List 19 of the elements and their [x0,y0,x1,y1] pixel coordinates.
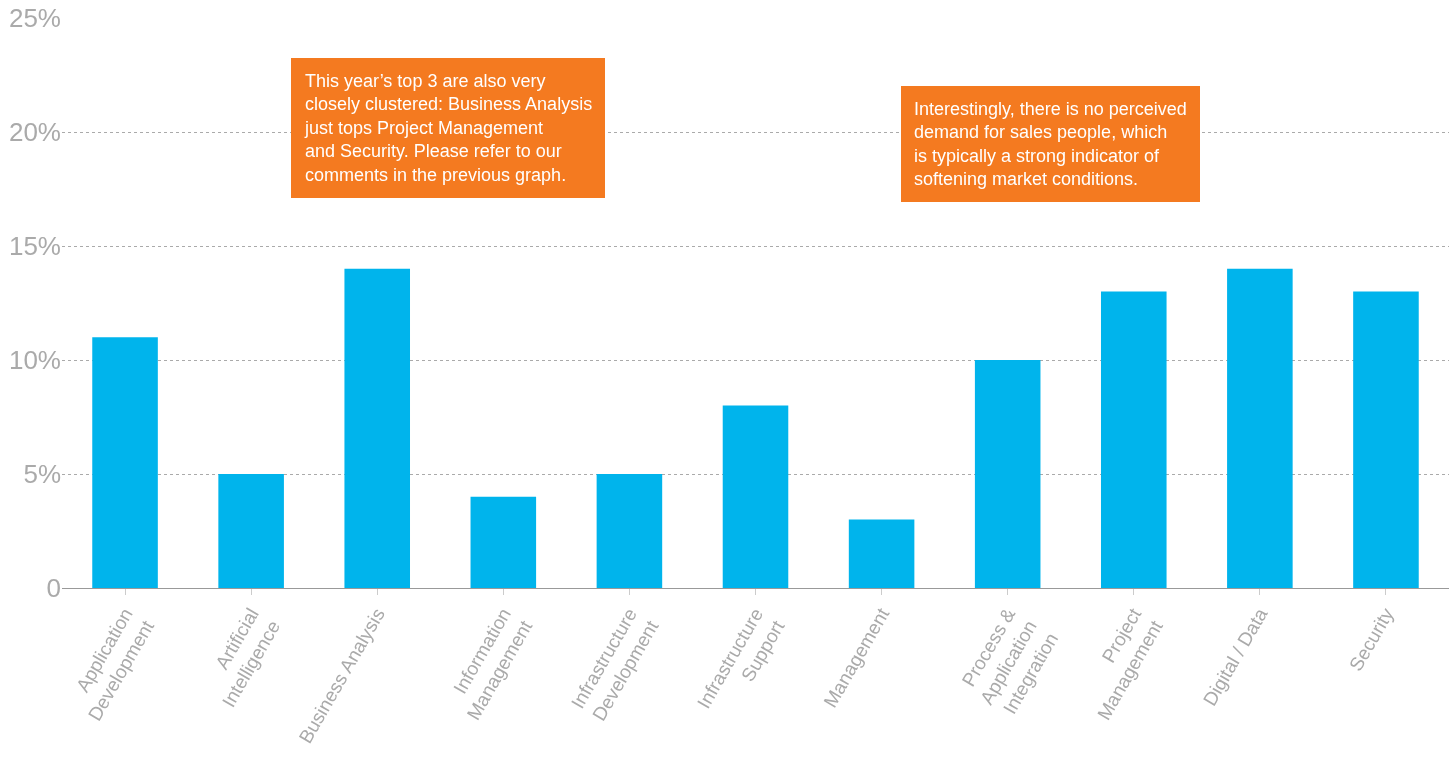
bar [1100,291,1167,588]
bar [974,360,1041,588]
y-tick-label: 10% [8,345,61,376]
bar [596,474,663,588]
y-tick-label: 25% [8,3,61,34]
y-tick-label: 5% [23,459,61,490]
bar [1227,268,1293,588]
y-tick-label: 0 [46,573,61,604]
annotation: Interestingly, there is no perceived demand for sales people, which is typically a strong indicator of softening market conditions. [914,99,1187,190]
bar [344,268,411,588]
bar [1353,291,1419,588]
bar [848,519,915,588]
y-tick-label: 15% [8,231,61,262]
bar [218,474,284,588]
bar [722,405,789,588]
y-tick-label: 20% [8,117,61,148]
bar [470,496,537,588]
bar [92,337,158,588]
annotation: This year’s top 3 are also very closely clustered: Business Analysis just tops Project Management and Security. Please refer to our comments in the previous graph. [304,71,593,185]
